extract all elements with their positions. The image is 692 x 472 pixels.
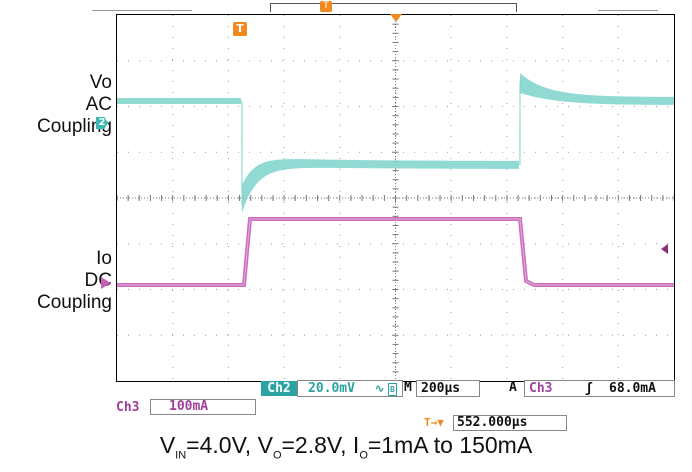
ch2-scale-box[interactable]: 20.0mV ∿ B (297, 380, 403, 397)
io-trace-highlight (117, 218, 674, 286)
vo-trace (117, 73, 674, 213)
record-position-bar: T (0, 0, 692, 14)
rising-edge-icon: ʃ (585, 381, 593, 396)
caption-part3: =1mA to 150mA (367, 432, 533, 458)
caption-in-sub: IN (175, 449, 187, 462)
trigger-position-box[interactable]: 552.000µs (453, 415, 567, 431)
trigger-position-value: 552.000µs (457, 415, 528, 430)
trigger-mode: A (509, 380, 517, 395)
io-label: Io DC Coupling (20, 248, 112, 314)
trigger-source: Ch3 (529, 381, 553, 396)
timebase-box[interactable]: 200µs (416, 380, 480, 397)
oscilloscope-screen (116, 14, 675, 382)
bandwidth-limit-icon: B (388, 383, 397, 396)
caption: VIN=4.0V, VO=2.8V, IO=1mA to 150mA (0, 432, 692, 462)
vo-label-line1: Vo (89, 72, 112, 93)
vo-label-line3: Coupling (37, 116, 112, 137)
trigger-marker-top-icon: T (320, 1, 332, 12)
caption-part2: =2.8V, I (281, 432, 360, 458)
vo-label: Vo AC Coupling (20, 72, 112, 138)
caption-o-sub1: O (272, 449, 282, 462)
ch3-ground-marker-icon[interactable] (101, 277, 111, 289)
traces (117, 73, 674, 287)
io-label-line1: Io (96, 248, 112, 269)
graticule (117, 15, 674, 381)
bar-line-right (598, 10, 658, 11)
io-label-line2: DC (84, 270, 112, 291)
ch3-scale-value: 100mA (169, 399, 209, 414)
ch2-badge[interactable]: Ch2 (261, 381, 297, 396)
timebase-prefix: M (404, 380, 412, 395)
caption-v: V (159, 432, 176, 458)
trigger-position-icon: T→▼ (424, 416, 444, 429)
ch2-scale-value: 20.0mV (308, 381, 355, 396)
status-bar: Ch2 20.0mV ∿ B M 200µs A Ch3 ʃ 68.0mA (116, 380, 675, 398)
trigger-time-marker-icon: T (233, 22, 247, 36)
caption-part1: =4.0V, V (186, 432, 273, 458)
ch2-ground-marker-icon[interactable]: 2 (96, 117, 108, 129)
caption-o-sub2: O (359, 449, 368, 462)
timebase-value: 200µs (421, 381, 461, 396)
bar-line-left (92, 10, 192, 11)
waveform-plot (117, 15, 674, 381)
ch3-scale-box[interactable]: 100mA (150, 399, 256, 415)
trigger-level-marker-icon[interactable] (661, 244, 668, 254)
vo-label-line2: AC (85, 94, 112, 115)
trigger-pointer-icon (390, 14, 402, 22)
trigger-level: 68.0mA (609, 381, 656, 396)
ac-coupling-icon: ∿ (375, 382, 385, 395)
trigger-box[interactable]: Ch3 ʃ 68.0mA (524, 380, 675, 397)
ch3-label[interactable]: Ch3 (116, 400, 140, 415)
record-bracket (270, 3, 517, 12)
io-label-line3: Coupling (37, 292, 112, 313)
